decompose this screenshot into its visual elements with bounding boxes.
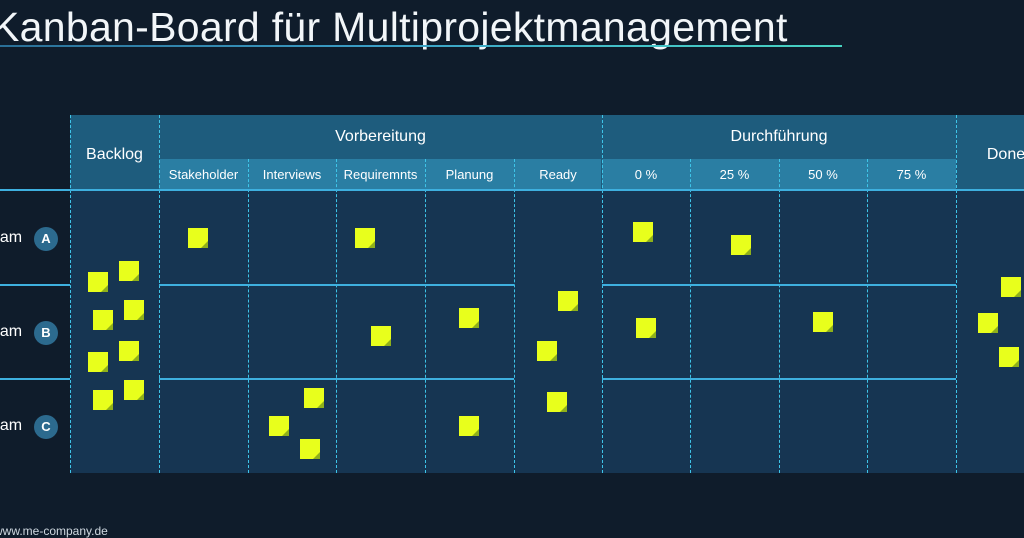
divider-v [248, 159, 249, 473]
sticky-note[interactable] [636, 318, 656, 338]
divider-v [336, 159, 337, 473]
sticky-note[interactable] [371, 326, 391, 346]
subcolumn-stakeholder: Stakeholder [168, 167, 239, 182]
divider-v [425, 159, 426, 473]
sticky-note[interactable] [119, 261, 139, 281]
sticky-note[interactable] [459, 308, 479, 328]
team-label: Team [0, 323, 23, 340]
subheader-vorbereitung [159, 159, 601, 191]
column-backlog: Backlog [86, 146, 143, 163]
divider-v [159, 115, 160, 473]
subcolumn-0-percent: 0 % [634, 167, 658, 182]
sticky-note[interactable] [124, 300, 144, 320]
column-done: Done [986, 146, 1024, 163]
sticky-note[interactable] [304, 388, 324, 408]
lane-divider-ab-prep [159, 284, 514, 286]
kanban-board: Backlog Vorbereitung Durchführung Done S… [70, 115, 1024, 473]
team-a-badge: A [34, 227, 58, 251]
team-b-label: Team [0, 323, 22, 341]
lane-divider-ab-exec [602, 284, 956, 286]
sticky-note[interactable] [1001, 277, 1021, 297]
divider-v [602, 115, 603, 473]
sticky-note[interactable] [731, 235, 751, 255]
sticky-note[interactable] [558, 291, 578, 311]
sticky-note[interactable] [300, 439, 320, 459]
page-title: Kanban-Board für Multiprojektmanagement [0, 4, 788, 50]
lane-divider-bc-left [0, 378, 70, 380]
sticky-note[interactable] [547, 392, 567, 412]
sticky-note[interactable] [999, 347, 1019, 367]
subcolumn-planung: Planung [445, 167, 494, 182]
sticky-note[interactable] [813, 312, 833, 332]
column-durchfuehrung: Durchführung [730, 128, 828, 145]
sticky-note[interactable] [459, 416, 479, 436]
column-vorbereitung: Vorbereitung [335, 128, 426, 145]
subcolumn-25-percent: 25 % [719, 167, 750, 182]
subcolumn-interviews: Interviews [262, 167, 322, 182]
sticky-note[interactable] [978, 313, 998, 333]
team-a-label: Team [0, 229, 22, 247]
lane-divider-bc-prep [159, 378, 514, 380]
title-underline [0, 45, 842, 47]
sticky-note[interactable] [633, 222, 653, 242]
sticky-note[interactable] [188, 228, 208, 248]
team-label: Team [0, 229, 23, 246]
divider-v [956, 115, 957, 473]
sticky-note[interactable] [269, 416, 289, 436]
divider-v [779, 159, 780, 473]
divider-v [70, 115, 71, 473]
board-body [70, 191, 1024, 473]
divider-v [867, 159, 868, 473]
sticky-note[interactable] [119, 341, 139, 361]
sticky-note[interactable] [88, 272, 108, 292]
sticky-note[interactable] [93, 390, 113, 410]
sticky-note[interactable] [355, 228, 375, 248]
footer-url[interactable]: www.me-company.de [0, 524, 108, 538]
divider-v [514, 159, 515, 473]
sticky-note[interactable] [124, 380, 144, 400]
sticky-note[interactable] [537, 341, 557, 361]
lane-divider-ab-left [0, 284, 70, 286]
header-separator [0, 189, 1024, 191]
sticky-note[interactable] [88, 352, 108, 372]
subcolumn-requirements: Requiremnts [343, 167, 418, 182]
lane-divider-bc-exec [602, 378, 956, 380]
subcolumn-75-percent: 75 % [896, 167, 927, 182]
subcolumn-50-percent: 50 % [808, 167, 838, 182]
subcolumn-ready: Ready [539, 167, 577, 182]
sticky-note[interactable] [93, 310, 113, 330]
divider-v [690, 159, 691, 473]
team-b-badge: B [34, 321, 58, 345]
team-c-badge: C [34, 415, 58, 439]
team-c-label: Team [0, 417, 22, 435]
team-label: Team [0, 417, 23, 434]
